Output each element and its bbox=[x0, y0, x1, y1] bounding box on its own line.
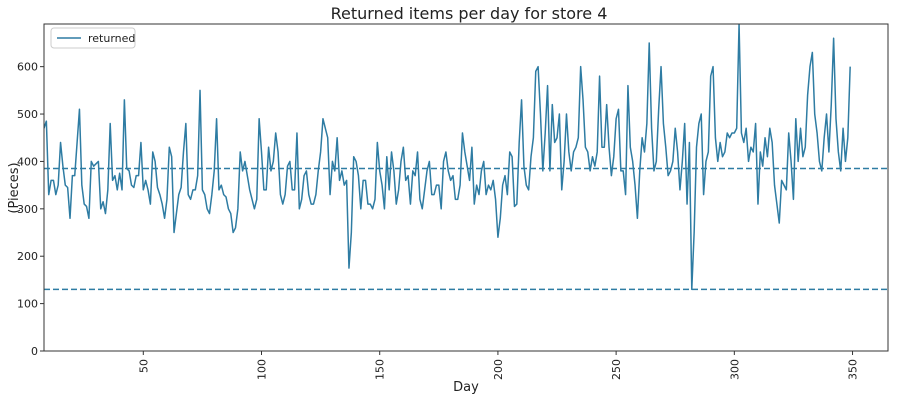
y-tick-label: 500 bbox=[17, 108, 38, 121]
x-axis: 50 100 150 200 250 300 350 bbox=[137, 351, 860, 380]
x-tick-label: 50 bbox=[137, 359, 150, 373]
y-axis: 0 100 200 300 400 500 600 bbox=[17, 61, 44, 358]
legend: returned bbox=[50, 27, 136, 49]
x-tick-label: 150 bbox=[374, 359, 387, 380]
plot-area bbox=[44, 24, 888, 291]
x-tick-label: 250 bbox=[610, 359, 623, 380]
y-axis-label: (Pieces) bbox=[7, 162, 22, 213]
legend-label: returned bbox=[88, 32, 135, 45]
chart-title: Returned items per day for store 4 bbox=[331, 4, 608, 23]
legend-box bbox=[50, 27, 136, 49]
y-tick-label: 100 bbox=[17, 298, 38, 311]
series-line-returned bbox=[44, 24, 851, 291]
x-tick-label: 200 bbox=[492, 359, 505, 380]
y-tick-label: 0 bbox=[31, 345, 38, 358]
y-tick-label: 200 bbox=[17, 250, 38, 263]
x-tick-label: 350 bbox=[847, 359, 860, 380]
y-tick-label: 300 bbox=[17, 203, 38, 216]
y-tick-label: 400 bbox=[17, 155, 38, 168]
x-tick-label: 300 bbox=[728, 359, 741, 380]
plot-frame bbox=[43, 23, 889, 352]
x-tick-label: 100 bbox=[256, 359, 269, 380]
y-tick-label: 600 bbox=[17, 61, 38, 74]
x-axis-label: Day bbox=[453, 380, 479, 395]
